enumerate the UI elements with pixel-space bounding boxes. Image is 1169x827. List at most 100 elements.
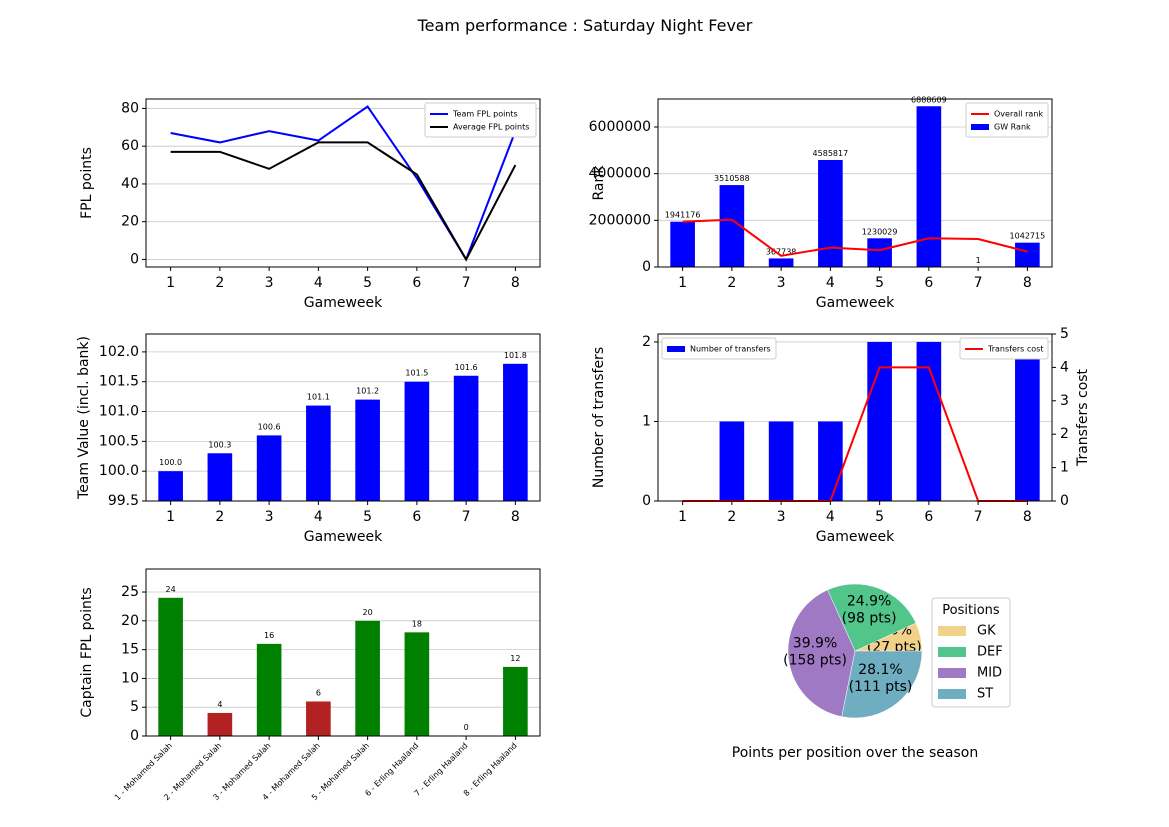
captain-tick-label: 7 - Erling Haaland [413,741,470,798]
rank-bar-label: 1941176 [665,211,701,220]
transfers-bar [719,421,745,501]
x-axis-label: Gameweek [304,295,383,311]
rank-bar-label: 6888609 [911,95,947,104]
pie-slice-label-line: (111 pts) [849,679,913,695]
x-tick-label: 3 [777,275,786,291]
captain-bar [256,643,282,736]
transfers-bar [768,421,794,501]
x-axis-label: Gameweek [304,529,383,545]
y-tick-label: 1 [642,413,651,429]
y-tick-label: 0 [642,259,651,275]
legend-box [424,102,537,138]
team-value-label: 101.1 [307,393,330,402]
x-tick-label: 3 [777,509,786,525]
x-tick-label: 8 [1023,275,1032,291]
pie-slice-label: 24.9% (98 pts) [842,593,897,626]
y2-axis-label: Transfers cost [1075,368,1091,467]
y-tick-label: 0 [642,493,651,509]
team-value-bar [158,471,183,501]
pie-legend-entry: DEF [977,645,1003,660]
y2-tick-label: 0 [1060,493,1069,509]
x-tick-label: 7 [974,509,983,525]
y-tick-label: 10 [121,670,139,686]
x-tick-label: 2 [727,509,736,525]
plot-frame [145,98,541,268]
rank-bar-label: 4585817 [813,149,849,158]
captain-bar-label: 12 [510,654,520,663]
rank-bar-label: 367738 [766,247,797,256]
captain-bar [207,712,233,736]
legend-entry: Number of transfers [690,345,771,354]
x-tick-label: 1 [678,509,687,525]
y-axis-label: Captain FPL points [79,587,95,717]
series-line-average [170,141,517,262]
captain-tick-label: 5 - Mohamed Salah [310,741,371,802]
rank-bar [867,238,892,267]
y-tick-label: 25 [121,584,139,600]
legend-box [965,102,1049,138]
pie-legend-box [931,597,1011,708]
x-tick-label: 5 [363,275,372,291]
y-tick-label: 100.5 [99,433,139,449]
pie-legend-swatch [938,668,966,678]
team-value-label: 100.0 [159,458,182,467]
rank-bar [818,159,843,267]
y2-tick-label: 4 [1060,359,1069,375]
legend-entry: Average FPL points [453,123,529,132]
y-tick-label: 99.5 [108,493,139,509]
y-tick-label: 40 [121,176,139,192]
legend-box [661,337,777,360]
captain-tick-label: 8 - Erling Haaland [462,741,519,798]
overall-rank-line [682,218,1028,257]
rank-bar [768,258,794,267]
plot-frame [145,333,541,502]
x-tick-label: 1 [678,275,687,291]
x-tick-label: 5 [875,509,884,525]
captain-bar-label: 24 [166,585,176,594]
pie-slice-label-line: (98 pts) [842,610,897,626]
transfers-bar [867,341,892,501]
team-value-label: 100.3 [208,440,231,449]
team-value-bar [306,405,331,501]
x-tick-label: 8 [511,275,520,291]
captain-bar [158,597,183,736]
plot-frame [657,98,1053,268]
x-tick-label: 4 [314,275,323,291]
x-tick-label: 6 [412,275,421,291]
team-value-bar [404,381,430,501]
y-tick-label: 100.0 [99,463,139,479]
x-tick-label: 7 [462,275,471,291]
legend-entry: GW Rank [994,123,1031,132]
y-tick-label: 20 [121,214,139,230]
legend-entry: Overall rank [994,110,1043,119]
x-tick-label: 6 [924,509,933,525]
pie-slice-label: 39.9% (158 pts) [783,635,847,668]
team-value-bar [453,375,479,501]
captain-bar-label: 20 [363,608,373,617]
pie-legend-title: Positions [942,603,1000,618]
legend-entry: Transfers cost [987,345,1043,354]
team-value-label: 100.6 [258,422,281,431]
y-tick-label: 0 [130,728,139,744]
pie-title: Points per position over the season [732,745,978,761]
pie-slice-label-line: (158 pts) [783,652,847,668]
pie-legend-swatch [938,647,966,657]
captain-bar-label: 16 [264,631,274,640]
transfers-bar [818,421,843,501]
team-value-bar [503,363,528,501]
pie-legend-entry: GK [977,624,996,639]
y-tick-label: 15 [121,642,139,658]
captain-bar [306,701,331,736]
pie-legend-entry: MID [977,666,1002,681]
y2-tick-label: 2 [1060,426,1069,442]
captain-tick-label: 6 - Erling Haaland [363,741,420,798]
y-axis-label: Team Value (incl. bank) [76,336,92,500]
y-tick-label: 102.0 [99,344,139,360]
pie-legend-swatch [938,689,966,699]
rank-bar [670,221,695,267]
rank-bar-label: 3510588 [714,174,750,183]
pie-legend-entry: ST [977,687,993,702]
transfers-bar [916,341,942,501]
team-value-label: 101.2 [356,387,379,396]
team-value-label: 101.5 [405,369,428,378]
